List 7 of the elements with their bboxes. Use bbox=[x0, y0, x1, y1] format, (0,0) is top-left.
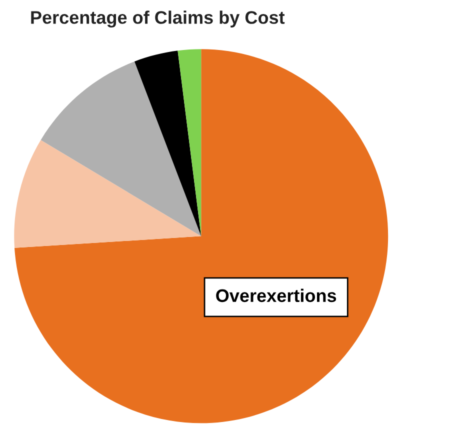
slice-label: Overexertions bbox=[216, 288, 336, 302]
pie-slice bbox=[14, 140, 202, 248]
pie-slice bbox=[14, 49, 388, 424]
pie-slice bbox=[40, 61, 202, 236]
pie-slice bbox=[134, 50, 202, 236]
chart-title: Percentage of Claims by Cost bbox=[31, 10, 285, 28]
pie-slice bbox=[178, 49, 202, 236]
